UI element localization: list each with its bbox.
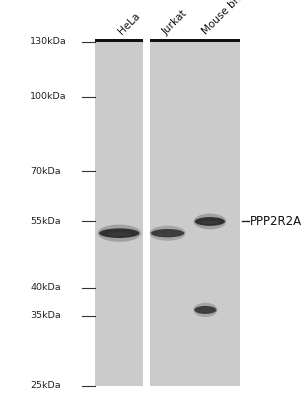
Ellipse shape [151, 229, 184, 237]
Text: 130kDa: 130kDa [30, 38, 67, 46]
Bar [95, 39, 143, 42]
Text: 70kDa: 70kDa [30, 167, 61, 176]
Ellipse shape [149, 226, 186, 241]
Text: PPP2R2A: PPP2R2A [250, 215, 302, 228]
Text: 25kDa: 25kDa [30, 382, 61, 390]
Ellipse shape [107, 232, 131, 236]
Ellipse shape [158, 232, 178, 236]
Ellipse shape [201, 221, 219, 224]
Ellipse shape [99, 228, 140, 238]
Text: Jurkat: Jurkat [160, 8, 189, 37]
Bar [150, 42, 240, 386]
Text: HeLa: HeLa [116, 11, 142, 37]
Bar [95, 42, 143, 386]
Ellipse shape [194, 214, 226, 230]
Ellipse shape [193, 303, 217, 317]
Text: 35kDa: 35kDa [30, 311, 61, 320]
Ellipse shape [199, 309, 212, 312]
Ellipse shape [194, 306, 217, 314]
Text: 40kDa: 40kDa [30, 284, 61, 292]
Bar [150, 39, 240, 42]
Text: Mouse brain: Mouse brain [201, 0, 253, 37]
Ellipse shape [195, 217, 225, 226]
Text: 100kDa: 100kDa [30, 92, 67, 101]
Ellipse shape [97, 224, 141, 242]
Text: 55kDa: 55kDa [30, 217, 61, 226]
